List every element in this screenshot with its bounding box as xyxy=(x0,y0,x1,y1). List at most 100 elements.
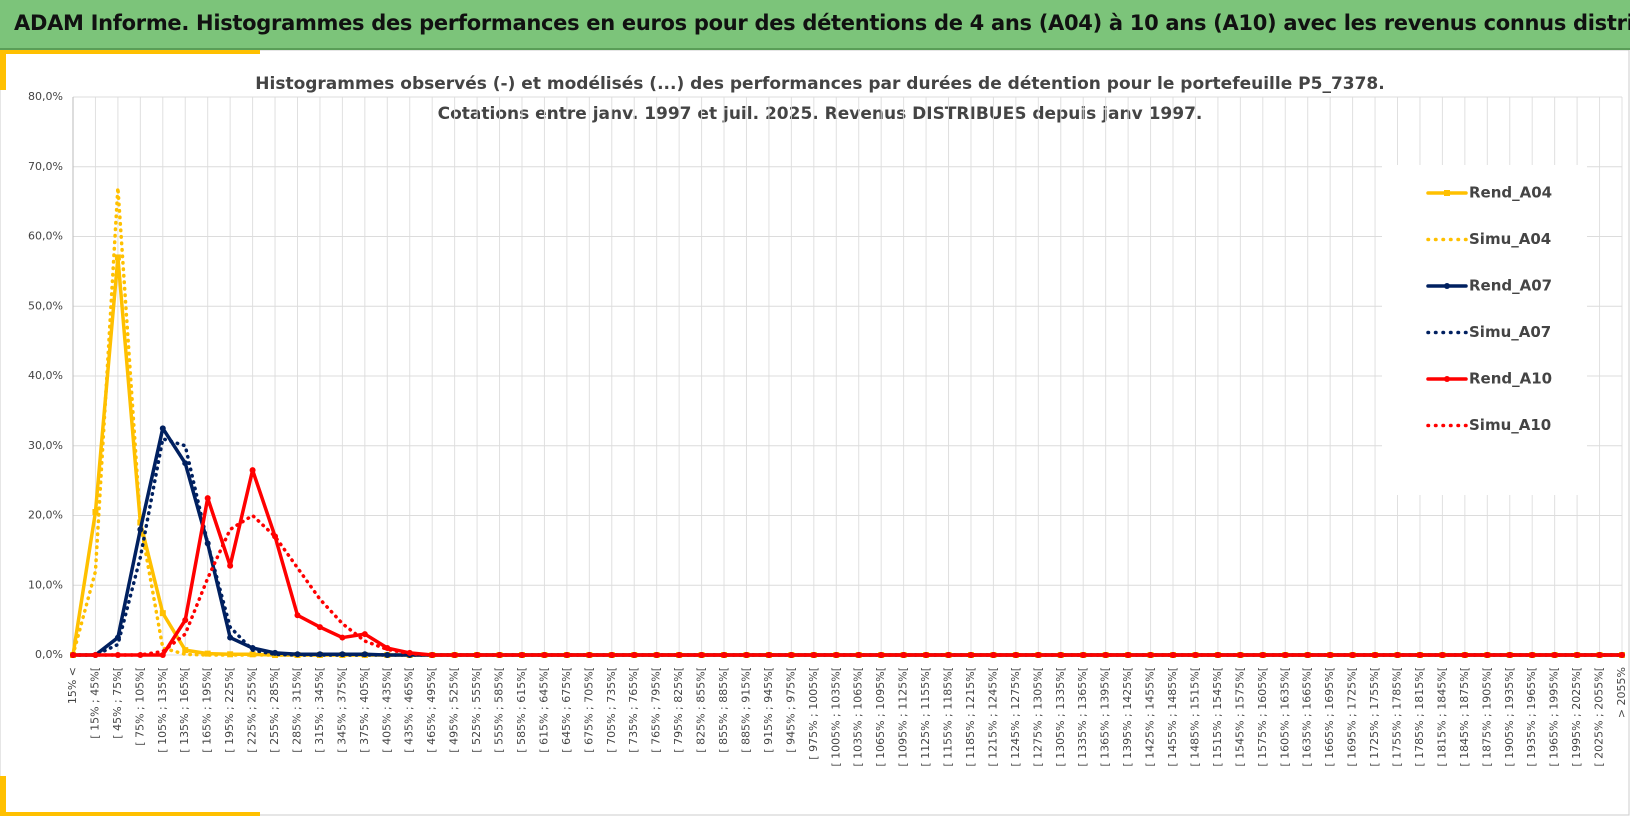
marker xyxy=(204,495,211,502)
x-tick-label: [ 915% ; 945%[ xyxy=(762,667,775,753)
x-tick-label: [ 435% ; 465%[ xyxy=(403,667,416,753)
x-tick-label: [ 765% ; 795%[ xyxy=(650,667,663,753)
y-tick-label: 30,0% xyxy=(28,439,63,452)
marker xyxy=(227,562,234,569)
x-tick-label: [ 1515% ; 1545%[ xyxy=(1211,667,1224,767)
marker xyxy=(1372,652,1379,658)
x-tick-label: [ 945% ; 975%[ xyxy=(784,667,797,753)
x-tick-label: [ 1005% ; 1035%[ xyxy=(829,667,842,767)
x-tick-label: [ 405% ; 435%[ xyxy=(380,667,393,753)
marker xyxy=(429,652,436,658)
marker xyxy=(339,634,346,641)
x-tick-label: [ 1665% ; 1695%[ xyxy=(1323,667,1336,767)
accent xyxy=(0,50,260,54)
accent xyxy=(0,776,6,816)
x-tick-label: [ 45% ; 75%[ xyxy=(111,667,124,739)
marker xyxy=(249,467,256,474)
x-tick-label: [ 1395% ; 1425%[ xyxy=(1121,667,1134,767)
marker xyxy=(249,651,256,658)
x-tick-label: [ 975% ; 1005%[ xyxy=(807,667,820,760)
header-title: ADAM Informe. Histogrammes des performan… xyxy=(14,11,1630,35)
marker xyxy=(92,652,99,658)
y-tick-label: 50,0% xyxy=(28,299,63,312)
x-tick-label: [ 345% ; 375%[ xyxy=(335,667,348,753)
y-tick-label: 0,0% xyxy=(35,648,63,661)
x-tick-label: [ 735% ; 765%[ xyxy=(627,667,640,753)
x-tick-label: [ 1335% ; 1365%[ xyxy=(1076,667,1089,767)
chart-subtitle: Cotations entre janv. 1997 et juil. 2025… xyxy=(438,104,1203,124)
x-tick-label: [ 525% ; 555%[ xyxy=(470,667,483,753)
x-tick-label: [ 615% ; 645%[ xyxy=(537,667,550,753)
y-tick-label: 70,0% xyxy=(28,160,63,173)
legend-marker xyxy=(1444,190,1450,196)
x-tick-label: [ 225% ; 255%[ xyxy=(246,667,259,753)
accent xyxy=(0,812,260,816)
x-tick-label: [ 1365% ; 1395%[ xyxy=(1099,667,1112,767)
legend-label: Rend_A04 xyxy=(1469,184,1552,202)
x-tick-label: [ 1755% ; 1785%[ xyxy=(1391,667,1404,767)
legend-marker xyxy=(1444,283,1450,289)
x-tick-label: [ 1845% ; 1875%[ xyxy=(1458,667,1471,767)
x-tick-label: > 2055% xyxy=(1615,667,1628,718)
x-tick-label: [ 465% ; 495%[ xyxy=(425,667,438,753)
x-tick-label: 15% < xyxy=(66,667,79,704)
x-tick-label: [ 1185% ; 1215%[ xyxy=(964,667,977,767)
chart-title: Histogrammes observés (-) et modélisés (… xyxy=(255,74,1384,94)
x-tick-label: [ 1455% ; 1485%[ xyxy=(1166,667,1179,767)
legend-box xyxy=(1382,165,1587,495)
x-tick-label: [ 885% ; 915%[ xyxy=(739,667,752,753)
x-tick-label: [ 105% ; 135%[ xyxy=(156,667,169,753)
x-tick-label: [ 1635% ; 1665%[ xyxy=(1301,667,1314,767)
x-tick-label: [ 1905% ; 1935%[ xyxy=(1503,667,1516,767)
x-tick-label: [ 675% ; 705%[ xyxy=(582,667,595,753)
y-tick-label: 20,0% xyxy=(28,509,63,522)
x-tick-label: [ 1995% ; 2025%[ xyxy=(1570,667,1583,767)
x-tick-label: [ 1695% ; 1725%[ xyxy=(1346,667,1359,767)
x-tick-label: [ 645% ; 675%[ xyxy=(560,667,573,753)
x-tick-label: [ 2025% ; 2055%[ xyxy=(1593,667,1606,767)
marker xyxy=(1619,652,1625,658)
marker xyxy=(159,425,166,432)
header: ADAM Informe. Histogrammes des performan… xyxy=(0,0,1630,50)
marker xyxy=(1170,652,1177,658)
marker xyxy=(182,460,189,467)
x-tick-label: [ 1485% ; 1515%[ xyxy=(1188,667,1201,767)
x-tick-label: [ 795% ; 825%[ xyxy=(672,667,685,753)
x-tick-label: [ 285% ; 315%[ xyxy=(290,667,303,753)
marker xyxy=(227,634,234,641)
x-tick-label: [ 1125% ; 1155%[ xyxy=(919,667,932,767)
legend-label: Simu_A07 xyxy=(1469,323,1551,341)
x-tick-label: [ 495% ; 525%[ xyxy=(448,667,461,753)
legend-label: Simu_A04 xyxy=(1469,230,1551,248)
legend-marker xyxy=(1444,376,1450,382)
series-line xyxy=(71,468,1624,657)
x-tick-label: [ 135% ; 165%[ xyxy=(178,667,191,753)
chart-border xyxy=(0,50,1630,816)
marker xyxy=(159,652,166,658)
marker xyxy=(1416,652,1423,658)
marker xyxy=(878,652,885,658)
x-tick-label: [ 15% ; 45%[ xyxy=(88,667,101,739)
marker xyxy=(676,652,683,658)
marker xyxy=(923,652,930,658)
x-tick-label: [ 585% ; 615%[ xyxy=(515,667,528,753)
x-tick-label: [ 1095% ; 1125%[ xyxy=(897,667,910,767)
x-tick-label: [ 195% ; 225%[ xyxy=(223,667,236,753)
marker xyxy=(182,647,189,654)
marker xyxy=(474,652,481,658)
chart: Histogrammes observés (-) et modélisés (… xyxy=(0,50,1630,816)
marker xyxy=(137,526,144,533)
marker xyxy=(114,254,121,261)
marker xyxy=(1125,652,1132,658)
x-tick-label: [ 1725% ; 1755%[ xyxy=(1368,667,1381,767)
x-tick-label: [ 165% ; 195%[ xyxy=(201,667,214,753)
marker xyxy=(294,612,301,619)
accent xyxy=(0,50,6,90)
legend-label: Simu_A10 xyxy=(1469,416,1551,434)
legend-label: Rend_A07 xyxy=(1469,277,1552,295)
x-tick-label: [ 1545% ; 1575%[ xyxy=(1233,667,1246,767)
x-tick-label: [ 1275% ; 1305%[ xyxy=(1031,667,1044,767)
y-tick-label: 10,0% xyxy=(28,578,63,591)
marker xyxy=(182,617,189,624)
